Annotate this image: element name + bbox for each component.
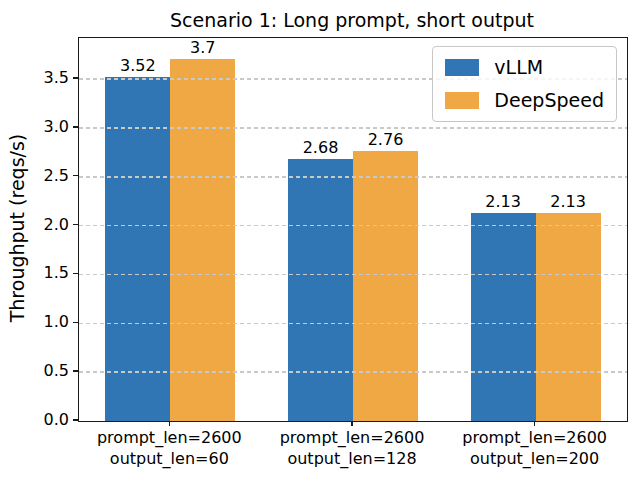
- bar-vllm: [288, 159, 353, 421]
- bar-deepspeed: [170, 59, 235, 421]
- bar-deepspeed: [536, 213, 601, 421]
- x-tick-label-line: prompt_len=2600: [64, 427, 274, 448]
- gridline: [79, 371, 627, 373]
- y-tick-label: 3.0: [44, 116, 69, 138]
- y-tick-label: 2.5: [44, 165, 69, 187]
- x-tick-mark: [534, 421, 535, 426]
- figure: Scenario 1: Long prompt, short output Th…: [0, 0, 640, 480]
- legend-label: DeepSpeed: [494, 89, 604, 112]
- y-tick-mark: [73, 322, 78, 323]
- gridline: [79, 274, 627, 276]
- y-tick-mark: [73, 419, 78, 420]
- bar-value-label: 2.76: [334, 130, 438, 149]
- y-tick-label: 1.5: [44, 262, 69, 284]
- gridline: [79, 323, 627, 325]
- y-tick-mark: [73, 224, 78, 225]
- x-tick-label-line: prompt_len=2600: [430, 427, 640, 448]
- gridline: [79, 176, 627, 178]
- y-tick-mark: [73, 175, 78, 176]
- x-tick-label: prompt_len=2600output_len=200: [430, 427, 640, 469]
- x-tick-label: prompt_len=2600output_len=60: [64, 427, 274, 469]
- x-tick-mark: [169, 421, 170, 426]
- y-axis-label: Throughput (reqs/s): [6, 134, 28, 323]
- bar-vllm: [471, 213, 536, 421]
- legend-swatch-vllm: [445, 59, 479, 76]
- gridline: [79, 225, 627, 227]
- x-tick-mark: [351, 421, 352, 426]
- legend-entry-vllm: vLLM: [445, 56, 604, 79]
- y-tick-mark: [73, 77, 78, 78]
- x-tick-label-line: prompt_len=2600: [247, 427, 457, 448]
- bar-value-label: 3.7: [151, 38, 255, 57]
- bar-deepspeed: [353, 151, 418, 421]
- plot-area: vLLMDeepSpeed 3.523.72.682.762.132.13: [78, 37, 628, 422]
- y-tick-label: 2.0: [44, 214, 69, 236]
- bar-value-label: 2.13: [516, 192, 620, 211]
- chart-title: Scenario 1: Long prompt, short output: [78, 8, 626, 32]
- x-tick-label-line: output_len=128: [247, 448, 457, 469]
- legend-entry-deepspeed: DeepSpeed: [445, 89, 604, 112]
- x-tick-label-line: output_len=200: [430, 448, 640, 469]
- y-tick-mark: [73, 126, 78, 127]
- legend-label: vLLM: [494, 56, 543, 79]
- y-tick-label: 0.0: [44, 409, 69, 431]
- x-tick-label-line: output_len=60: [64, 448, 274, 469]
- legend-swatch-deepspeed: [445, 92, 479, 109]
- bar-value-label: 3.52: [86, 56, 190, 75]
- y-tick-mark: [73, 273, 78, 274]
- gridline: [79, 127, 627, 129]
- x-tick-label: prompt_len=2600output_len=128: [247, 427, 457, 469]
- y-tick-label: 3.5: [44, 67, 69, 89]
- y-tick-label: 0.5: [44, 360, 69, 382]
- legend: vLLM DeepSpeed: [432, 46, 617, 122]
- y-tick-label: 1.0: [44, 311, 69, 333]
- y-tick-mark: [73, 370, 78, 371]
